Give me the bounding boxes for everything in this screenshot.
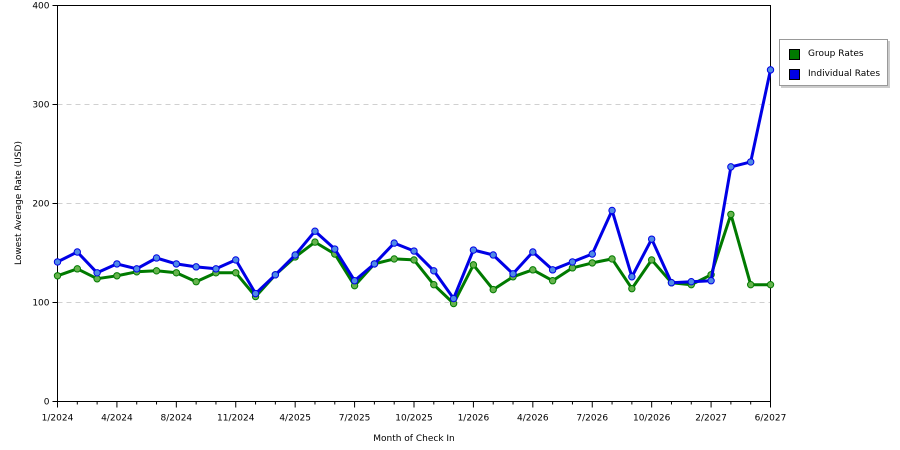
- data-point[interactable]: [489, 285, 497, 294]
- data-point[interactable]: [113, 260, 121, 268]
- data-point[interactable]: [331, 245, 339, 253]
- data-point[interactable]: [588, 250, 596, 258]
- x-tick-label: 11/2024: [217, 414, 255, 424]
- data-point[interactable]: [192, 263, 200, 271]
- y-tick-label: 400: [32, 2, 49, 12]
- data-point[interactable]: [212, 265, 220, 273]
- data-point[interactable]: [232, 269, 240, 277]
- data-point[interactable]: [370, 260, 379, 268]
- x-tick-label: 4/2025: [279, 414, 311, 424]
- data-point[interactable]: [766, 280, 775, 289]
- legend-swatch-individual-rates: [789, 68, 800, 80]
- data-point[interactable]: [469, 261, 478, 269]
- data-point[interactable]: [727, 163, 735, 171]
- legend-label-individual-rates: Individual Rates: [808, 69, 881, 79]
- data-point[interactable]: [172, 269, 181, 277]
- data-point[interactable]: [390, 255, 398, 263]
- legend: Group Rates Individual Rates: [779, 39, 888, 86]
- data-point[interactable]: [311, 238, 319, 246]
- data-point[interactable]: [152, 267, 161, 275]
- data-point[interactable]: [192, 278, 200, 286]
- data-point[interactable]: [53, 272, 62, 280]
- y-axis: 0 100 200 300 400: [32, 2, 58, 408]
- data-point[interactable]: [628, 284, 636, 293]
- legend-item-group-rates[interactable]: Group Rates: [789, 47, 864, 61]
- legend-swatch-group-rates: [789, 48, 800, 60]
- x-tick-label: 7/2025: [339, 414, 371, 424]
- data-point[interactable]: [311, 227, 319, 235]
- data-point[interactable]: [430, 267, 438, 275]
- x-tick-label: 8/2024: [160, 414, 192, 424]
- data-point[interactable]: [647, 235, 656, 243]
- series-group-rates: [53, 210, 775, 308]
- legend-label-group-rates: Group Rates: [808, 49, 864, 59]
- data-point[interactable]: [529, 248, 537, 256]
- x-tick-label: 6/2027: [755, 414, 787, 424]
- data-point[interactable]: [430, 280, 438, 289]
- data-point[interactable]: [291, 251, 299, 259]
- x-tick-label: 1/2026: [458, 414, 490, 424]
- data-point[interactable]: [687, 278, 695, 286]
- data-point[interactable]: [667, 279, 676, 287]
- data-point[interactable]: [410, 247, 418, 255]
- data-point[interactable]: [707, 277, 715, 285]
- data-point[interactable]: [746, 158, 755, 166]
- data-point[interactable]: [113, 272, 121, 280]
- y-axis-title: Lowest Average Rate (USD): [14, 141, 24, 265]
- x-tick-label: 10/2026: [633, 414, 671, 424]
- data-point[interactable]: [548, 277, 557, 285]
- data-point[interactable]: [232, 256, 240, 264]
- data-point[interactable]: [410, 256, 418, 264]
- x-tick-label: 7/2026: [576, 414, 608, 424]
- data-point[interactable]: [509, 270, 517, 278]
- data-point[interactable]: [548, 266, 557, 274]
- x-axis-title: Month of Check In: [373, 434, 455, 444]
- x-tick-label: 2/2027: [695, 414, 727, 424]
- series-lines: [53, 66, 775, 308]
- data-point[interactable]: [608, 255, 616, 263]
- x-tick-label: 4/2024: [101, 414, 133, 424]
- y-tick-label: 0: [44, 398, 50, 408]
- data-point[interactable]: [647, 256, 656, 264]
- y-tick-label: 300: [32, 101, 49, 111]
- data-point[interactable]: [93, 269, 101, 277]
- data-point[interactable]: [449, 294, 458, 303]
- data-point[interactable]: [350, 277, 359, 285]
- x-tick-label: 1/2024: [42, 414, 74, 424]
- series-individual-rates: [53, 66, 775, 303]
- x-tick-label: 10/2025: [395, 414, 432, 424]
- data-point[interactable]: [390, 239, 398, 247]
- x-tick-label: 4/2026: [517, 414, 549, 424]
- legend-item-individual-rates[interactable]: Individual Rates: [789, 67, 880, 81]
- data-point[interactable]: [588, 259, 596, 267]
- gridlines: [57, 104, 771, 303]
- data-point[interactable]: [628, 273, 636, 281]
- data-point[interactable]: [529, 266, 537, 274]
- data-point[interactable]: [489, 251, 497, 259]
- data-point[interactable]: [766, 66, 775, 74]
- data-point[interactable]: [73, 248, 82, 256]
- data-point[interactable]: [271, 271, 280, 279]
- data-point[interactable]: [608, 206, 616, 215]
- data-point[interactable]: [251, 289, 260, 298]
- data-point[interactable]: [53, 258, 62, 266]
- data-point[interactable]: [73, 265, 82, 273]
- data-point[interactable]: [746, 280, 755, 289]
- data-point[interactable]: [133, 265, 141, 273]
- data-point[interactable]: [469, 246, 478, 254]
- x-axis: 1/2024 4/2024 8/2024 11/2024 4/2025 7/2025 10/…: [42, 401, 787, 424]
- data-point[interactable]: [172, 260, 181, 268]
- data-point[interactable]: [568, 258, 577, 266]
- data-point[interactable]: [727, 210, 735, 219]
- y-tick-label: 100: [32, 299, 49, 309]
- data-point[interactable]: [152, 254, 161, 262]
- y-tick-label: 200: [32, 200, 49, 210]
